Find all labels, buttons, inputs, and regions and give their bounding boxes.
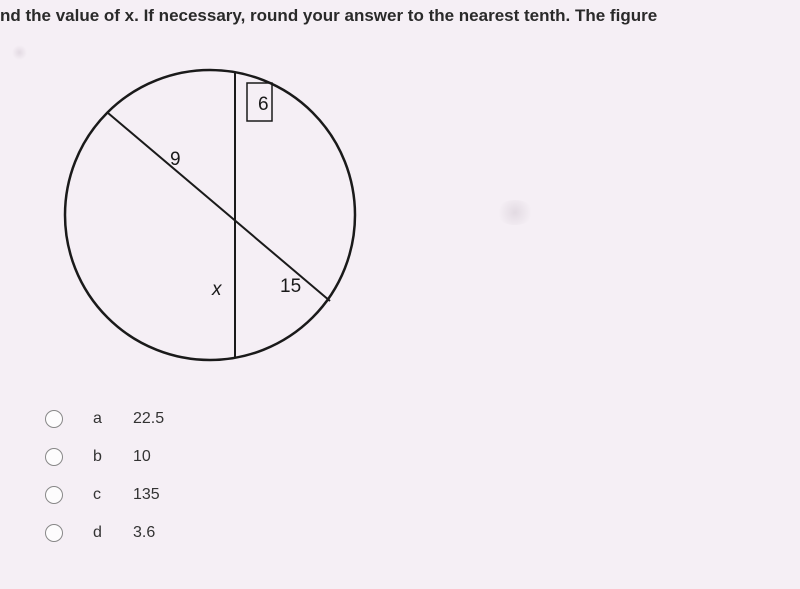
radio-icon — [45, 486, 63, 504]
label-6: 6 — [258, 94, 269, 115]
option-value: 135 — [133, 486, 160, 504]
option-value: 3.6 — [133, 524, 155, 542]
radio-icon — [45, 448, 63, 466]
radio-icon — [45, 524, 63, 542]
option-a[interactable]: a 22.5 — [45, 405, 164, 433]
option-value: 22.5 — [133, 410, 164, 428]
answer-options: a 22.5 b 10 c 135 d 3.6 — [45, 405, 164, 557]
option-d[interactable]: d 3.6 — [45, 519, 164, 547]
diagonal-chord — [108, 113, 330, 301]
option-value: 10 — [133, 448, 151, 466]
option-b[interactable]: b 10 — [45, 443, 164, 471]
option-c[interactable]: c 135 — [45, 481, 164, 509]
circle-diagram: 6 9 x 15 — [40, 50, 380, 380]
option-letter: d — [93, 524, 133, 542]
option-letter: b — [93, 448, 133, 466]
label-x: x — [211, 279, 223, 300]
photo-smudge — [495, 200, 535, 225]
option-letter: a — [93, 410, 133, 428]
geometry-figure: 6 9 x 15 — [40, 50, 380, 380]
radio-icon — [45, 410, 63, 428]
question-text: nd the value of x. If necessary, round y… — [0, 6, 800, 26]
label-15: 15 — [280, 276, 301, 297]
option-letter: c — [93, 486, 133, 504]
label-9: 9 — [170, 149, 181, 170]
photo-smudge — [12, 45, 27, 60]
